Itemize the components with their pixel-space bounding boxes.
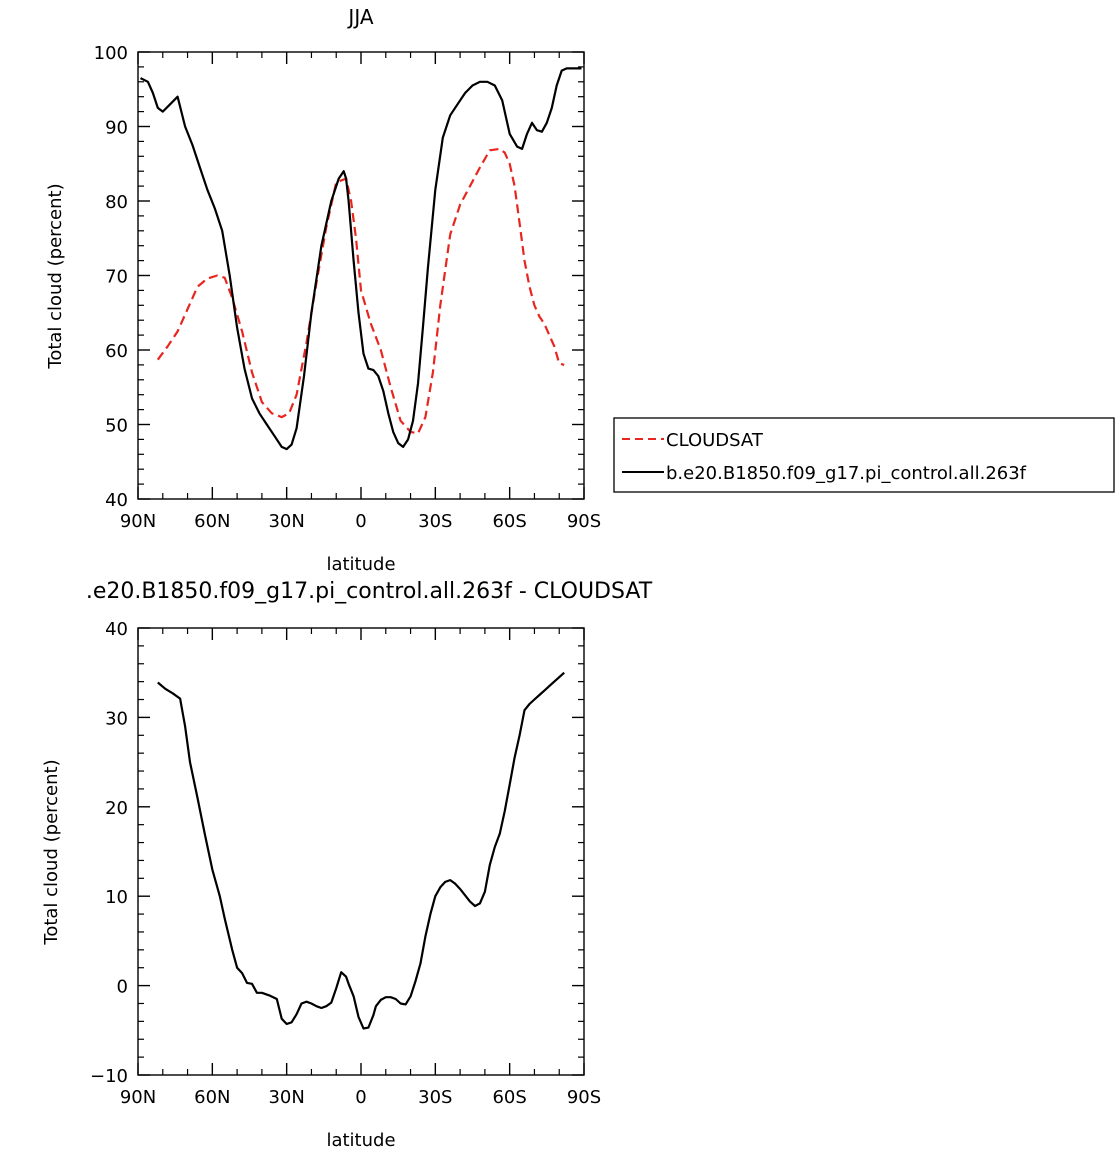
bottom-y-tick-label: 20	[105, 798, 128, 819]
top-y-tick-label: 40	[105, 490, 128, 511]
top-chart-title: JJA	[346, 5, 373, 29]
bottom-x-tick-label: 90S	[567, 1087, 601, 1108]
top-y-tick-label: 60	[105, 341, 128, 362]
bottom-x-tick-label: 60N	[194, 1087, 230, 1108]
top-x-tick-label: 30S	[418, 511, 452, 532]
top-y-tick-label: 80	[105, 192, 128, 213]
bottom-y-tick-label: 10	[105, 887, 128, 908]
bottom-y-axis-label: Total cloud (percent)	[41, 759, 62, 945]
bottom-x-tick-label: 0	[355, 1087, 366, 1108]
legend-label-cloudsat: CLOUDSAT	[666, 430, 764, 451]
top-series-line-0	[156, 147, 565, 435]
top-series-line-1	[140, 67, 582, 451]
bottom-plot-area: 90N 60N 30N 0 30S 60S 90S −10 0 10 20 30 40	[90, 619, 601, 1108]
top-plot-frame	[137, 51, 585, 500]
bottom-x-tick-label: 90N	[120, 1087, 156, 1108]
bottom-y-tick-label: 40	[105, 619, 128, 640]
bottom-chart-title: .e20.B1850.f09_g17.pi_control.all.263f -…	[86, 579, 653, 604]
top-x-tick-label: 60N	[194, 511, 230, 532]
bottom-series-line-0	[157, 671, 565, 1030]
top-x-tick-label: 90S	[567, 511, 601, 532]
top-y-tick-label: 50	[105, 416, 128, 437]
top-x-tick-label: 30N	[268, 511, 304, 532]
top-panel: JJA 90N 60N 30N 0 30S 60S 90S 40 50 60 70 80 90 100 l…	[45, 5, 1115, 575]
top-x-tick-label: 60S	[492, 511, 526, 532]
top-plot-area: 90N 60N 30N 0 30S 60S 90S 40 50 60 70 80 90 100	[94, 43, 602, 532]
bottom-y-tick-label: −10	[90, 1066, 128, 1087]
bottom-x-tick-label: 30N	[268, 1087, 304, 1108]
bottom-plot-frame	[137, 627, 585, 1076]
bottom-y-tick-label: 0	[117, 977, 128, 998]
legend-box	[613, 417, 1115, 493]
bottom-x-tick-label: 30S	[418, 1087, 452, 1108]
bottom-x-axis-label: latitude	[326, 1130, 395, 1151]
bottom-panel: .e20.B1850.f09_g17.pi_control.all.263f -…	[41, 579, 653, 1151]
top-x-tick-label: 90N	[120, 511, 156, 532]
top-y-tick-label: 90	[105, 118, 128, 139]
top-x-axis-label: latitude	[326, 554, 395, 575]
legend: CLOUDSAT b.e20.B1850.f09_g17.pi_control.…	[613, 417, 1115, 493]
top-y-axis-label: Total cloud (percent)	[45, 183, 66, 369]
legend-label-model: b.e20.B1850.f09_g17.pi_control.all.263f	[666, 463, 1027, 484]
bottom-x-tick-label: 60S	[492, 1087, 526, 1108]
top-y-tick-label: 100	[94, 43, 128, 64]
bottom-y-tick-label: 30	[105, 708, 128, 729]
top-x-tick-label: 0	[355, 511, 366, 532]
top-y-tick-label: 70	[105, 267, 128, 288]
